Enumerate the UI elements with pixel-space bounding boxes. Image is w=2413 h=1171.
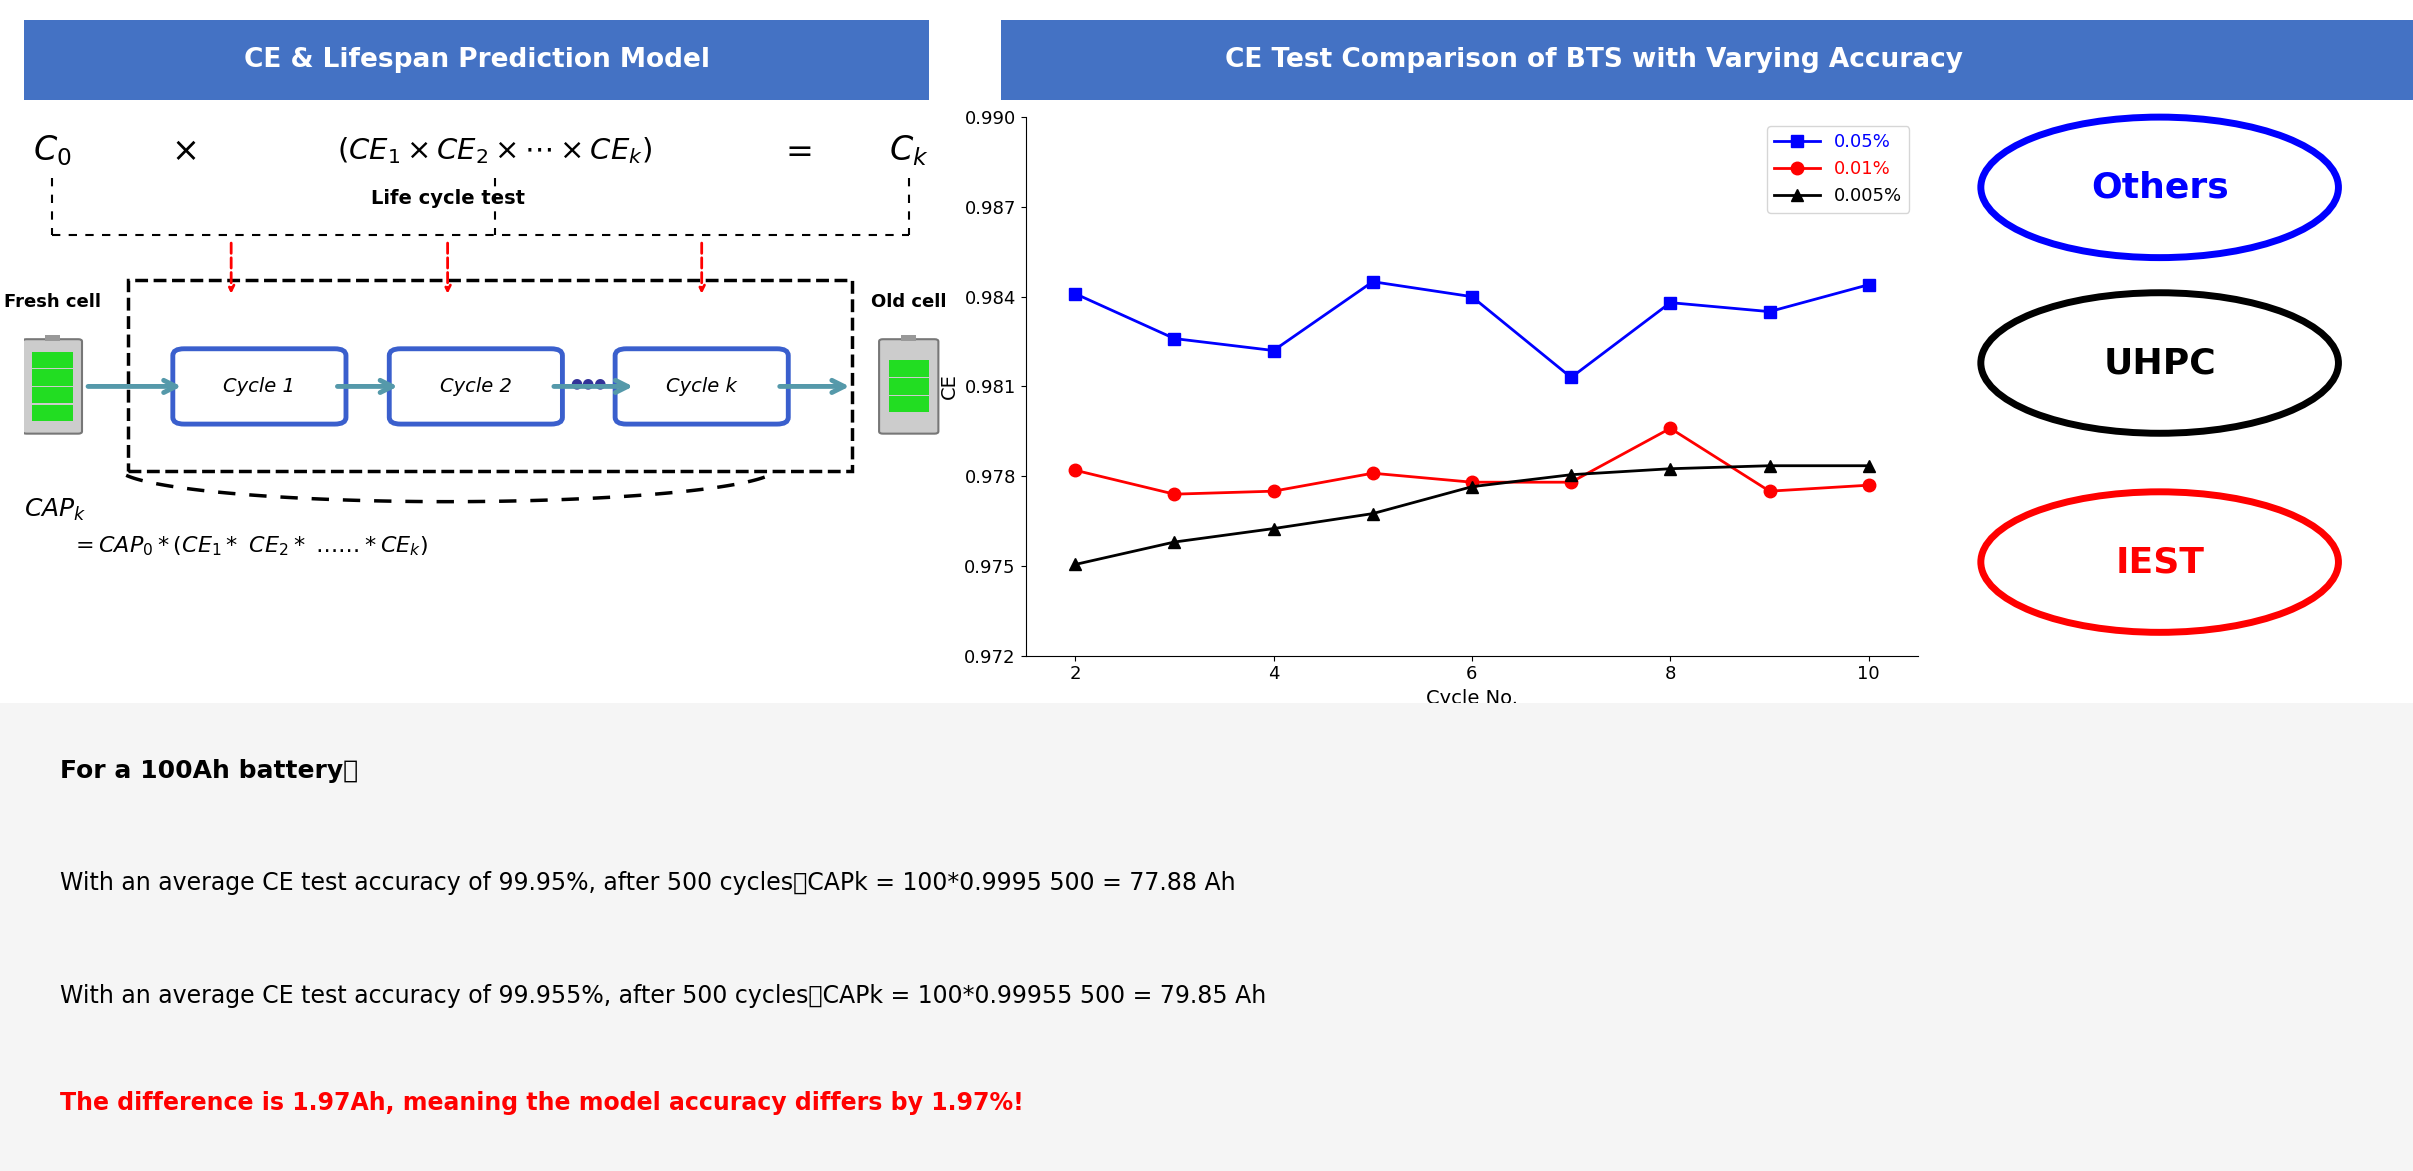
Text: ●●●: ●●●	[569, 377, 608, 391]
Text: With an average CE test accuracy of 99.955%, after 500 cycles，CAPk = 100*0.99955: With an average CE test accuracy of 99.9…	[60, 984, 1267, 1007]
Bar	[128, 280, 852, 471]
0.01%	[1359, 466, 1387, 480]
Bar	[900, 335, 917, 342]
0.005%	[1062, 557, 1091, 571]
Line: 0.01%: 0.01%	[1069, 422, 1875, 500]
Text: Fresh cell: Fresh cell	[5, 293, 101, 311]
Text: CE & Lifespan Prediction Model: CE & Lifespan Prediction Model	[244, 47, 709, 73]
Text: IEST: IEST	[2116, 545, 2203, 580]
0.005%	[1853, 459, 1882, 473]
FancyBboxPatch shape	[615, 349, 789, 424]
Text: $\times$: $\times$	[171, 133, 198, 166]
0.01%	[1161, 487, 1190, 501]
0.005%	[1754, 459, 1783, 473]
Bar	[31, 405, 72, 422]
Text: Others: Others	[2090, 170, 2230, 205]
Text: Cycle 1: Cycle 1	[224, 377, 294, 396]
0.05%	[1853, 278, 1882, 292]
0.05%	[1260, 343, 1289, 357]
0.05%	[1457, 289, 1486, 303]
Bar	[31, 388, 72, 404]
Text: $C_0$: $C_0$	[34, 133, 72, 167]
Ellipse shape	[1981, 492, 2338, 632]
X-axis label: Cycle No.: Cycle No.	[1426, 689, 1518, 708]
0.01%	[1853, 478, 1882, 492]
Text: $C_k$: $C_k$	[888, 133, 929, 167]
Text: Life cycle test: Life cycle test	[372, 189, 524, 207]
0.05%	[1062, 287, 1091, 301]
Bar	[888, 378, 929, 395]
0.05%	[1655, 295, 1684, 309]
Bar	[888, 396, 929, 412]
Ellipse shape	[1981, 293, 2338, 433]
Text: With an average CE test accuracy of 99.95%, after 500 cycles，CAPk = 100*0.9995 5: With an average CE test accuracy of 99.9…	[60, 871, 1235, 895]
0.05%	[1161, 331, 1190, 345]
0.01%	[1754, 484, 1783, 498]
Text: Cycle 2: Cycle 2	[439, 377, 512, 396]
Text: Old cell: Old cell	[871, 293, 946, 311]
Bar	[46, 335, 60, 342]
0.005%	[1359, 507, 1387, 521]
Bar	[31, 351, 72, 368]
0.05%	[1556, 370, 1585, 384]
FancyBboxPatch shape	[22, 340, 82, 433]
FancyBboxPatch shape	[174, 349, 345, 424]
Bar	[31, 369, 72, 385]
0.01%	[1655, 422, 1684, 436]
Line: 0.005%: 0.005%	[1069, 459, 1875, 570]
Line: 0.05%: 0.05%	[1069, 275, 1875, 384]
Text: $= CAP_0 * (CE_1 *\ CE_2 *\ \ldots\ldots * CE_k)$: $= CAP_0 * (CE_1 *\ CE_2 *\ \ldots\ldots…	[72, 535, 427, 559]
Text: UHPC: UHPC	[2104, 345, 2215, 381]
Text: For a 100Ah battery：: For a 100Ah battery：	[60, 759, 360, 782]
0.005%	[1161, 535, 1190, 549]
Bar	[888, 361, 929, 377]
0.005%	[1260, 521, 1289, 535]
FancyBboxPatch shape	[878, 340, 939, 433]
Text: Cycle k: Cycle k	[666, 377, 736, 396]
0.005%	[1655, 461, 1684, 475]
Text: $=$: $=$	[779, 133, 813, 166]
Legend: 0.05%, 0.01%, 0.005%: 0.05%, 0.01%, 0.005%	[1766, 126, 1909, 213]
0.01%	[1556, 475, 1585, 489]
Text: $CAP_k$: $CAP_k$	[24, 497, 87, 523]
Text: $(CE_1 \times CE_2 \times \cdots \times CE_k)$: $(CE_1 \times CE_2 \times \cdots \times …	[338, 135, 652, 166]
Text: The difference is 1.97Ah, meaning the model accuracy differs by 1.97%!: The difference is 1.97Ah, meaning the mo…	[60, 1091, 1023, 1115]
FancyBboxPatch shape	[388, 349, 562, 424]
0.01%	[1457, 475, 1486, 489]
Text: CE Test Comparison of BTS with Varying Accuracy: CE Test Comparison of BTS with Varying A…	[1226, 47, 1964, 73]
Y-axis label: CE: CE	[939, 374, 958, 399]
0.005%	[1556, 467, 1585, 481]
0.01%	[1062, 464, 1091, 478]
0.05%	[1754, 304, 1783, 319]
Ellipse shape	[1981, 117, 2338, 258]
0.05%	[1359, 275, 1387, 289]
0.01%	[1260, 484, 1289, 498]
0.005%	[1457, 480, 1486, 494]
